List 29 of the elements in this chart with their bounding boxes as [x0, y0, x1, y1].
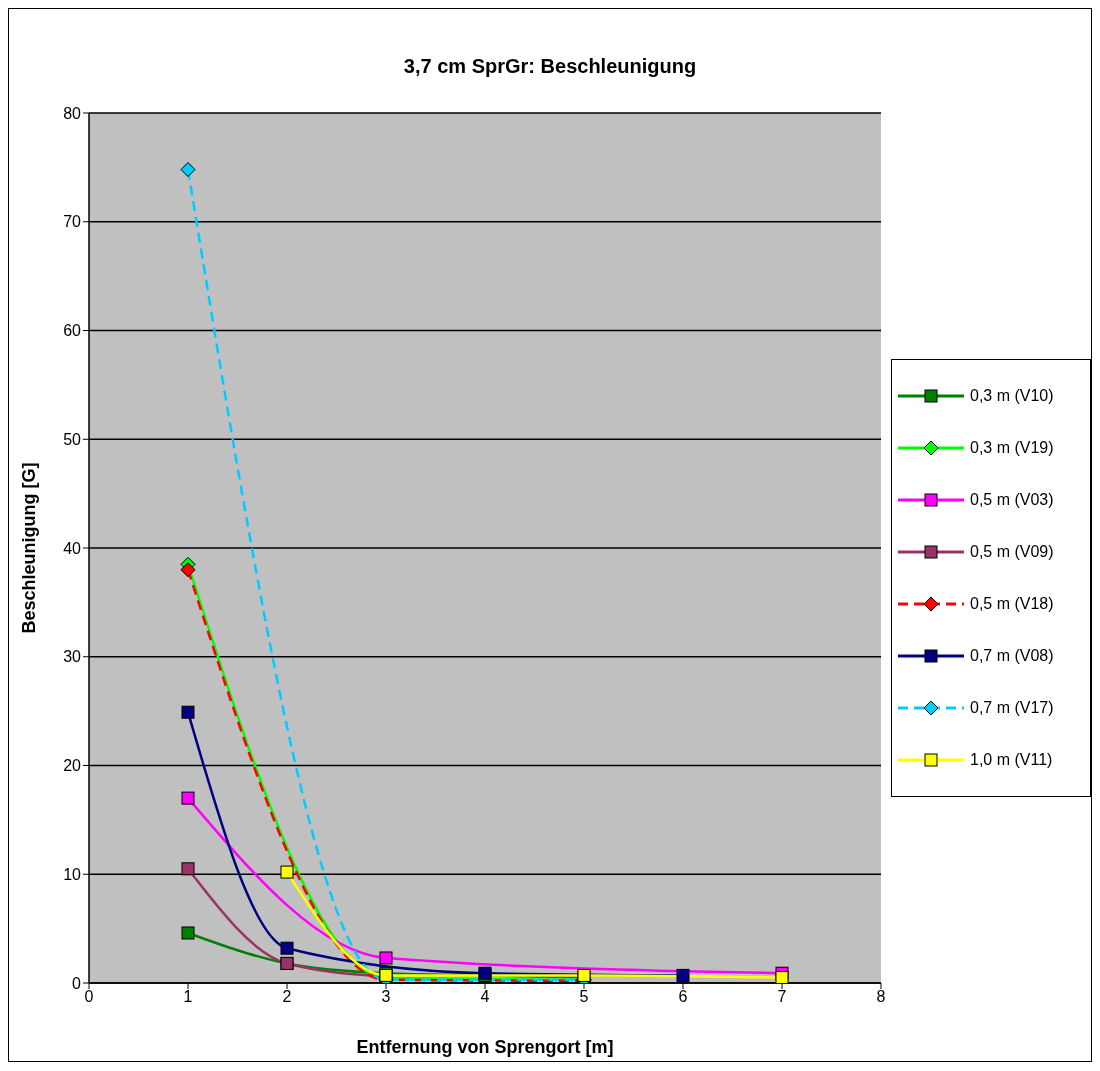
x-axis-title: Entfernung von Sprengort [m] — [356, 1037, 614, 1057]
x-tick-label: 6 — [678, 988, 688, 1006]
legend-label: 0,3 m (V10) — [970, 387, 1054, 405]
chart-title: 3,7 cm SprGr: Beschleunigung — [402, 54, 698, 79]
legend-label: 0,3 m (V19) — [970, 439, 1054, 457]
y-tick-label: 30 — [63, 648, 82, 666]
x-tick-label: 5 — [579, 988, 589, 1006]
x-tick-label: 2 — [282, 988, 292, 1006]
x-tick-label: 4 — [480, 988, 490, 1006]
y-tick-label: 50 — [63, 430, 82, 448]
legend-label: 0,7 m (V08) — [970, 647, 1054, 665]
legend-label: 0,5 m (V09) — [970, 543, 1054, 561]
x-tick-label: 0 — [84, 988, 94, 1006]
legend-label: 0,5 m (V18) — [970, 595, 1054, 613]
x-tick-label: 8 — [876, 988, 886, 1006]
y-tick-label: 20 — [63, 757, 82, 775]
y-tick-label: 0 — [72, 974, 82, 992]
legend-label: 0,7 m (V17) — [970, 699, 1054, 717]
y-axis-title: Beschleunigung [G] — [19, 462, 40, 634]
y-tick-label: 10 — [63, 865, 82, 883]
y-tick-label: 70 — [63, 213, 82, 231]
legend-label: 1,0 m (V11) — [970, 751, 1053, 769]
y-tick-label: 60 — [63, 322, 82, 340]
x-tick-label: 1 — [183, 988, 193, 1006]
x-tick-label: 3 — [381, 988, 391, 1006]
y-tick-label: 80 — [63, 104, 82, 122]
legend-label: 0,5 m (V03) — [970, 491, 1054, 509]
y-tick-label: 40 — [63, 539, 82, 557]
x-tick-label: 7 — [777, 988, 787, 1006]
